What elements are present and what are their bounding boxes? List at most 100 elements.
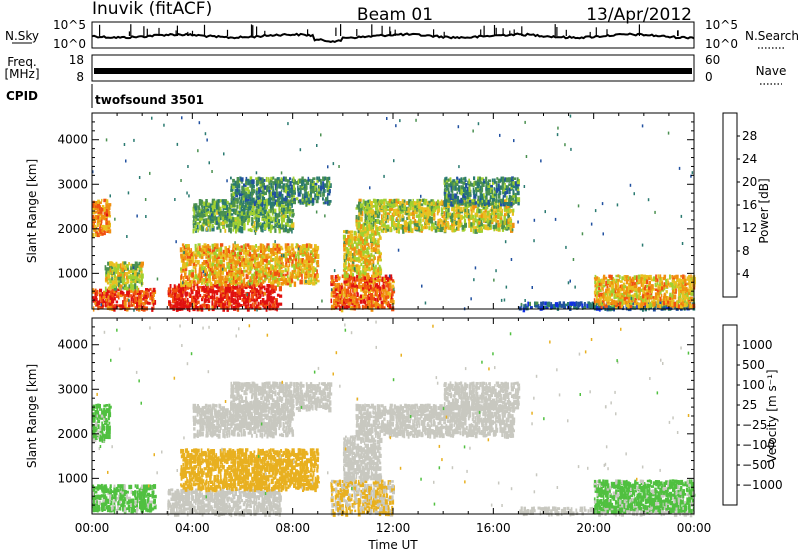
echo-cell xyxy=(276,281,279,287)
echo-cell xyxy=(198,264,202,267)
echo-cell xyxy=(504,177,507,181)
echo-cell xyxy=(650,278,654,282)
echo-cell xyxy=(242,272,245,277)
echo-cell xyxy=(222,292,226,296)
echo-cell xyxy=(618,300,622,306)
echo-cell xyxy=(594,274,597,278)
echo-cell xyxy=(478,228,482,233)
echo-cell xyxy=(437,202,441,206)
echo-cell xyxy=(482,210,485,215)
echo-cell xyxy=(241,255,245,260)
freq-tick-bottom: 8 xyxy=(76,70,84,84)
echo-cell xyxy=(377,238,380,244)
echo-cell xyxy=(274,221,278,224)
echo-cell xyxy=(381,287,384,292)
echo-cell xyxy=(644,288,648,292)
echo-cell xyxy=(217,199,221,203)
echo-cell xyxy=(219,294,223,300)
echo-cell xyxy=(485,195,488,200)
echo-cell xyxy=(259,254,263,258)
echo-cell xyxy=(361,279,365,282)
echo-cell xyxy=(399,216,401,222)
echo-cell xyxy=(230,187,234,192)
echo-cell xyxy=(234,244,237,248)
echo-cell xyxy=(351,298,354,304)
echo-cell xyxy=(446,193,449,199)
echo-cell xyxy=(203,278,207,282)
echo-cell xyxy=(453,203,455,209)
echo-cell xyxy=(270,306,274,311)
echo-cell xyxy=(276,182,279,189)
echo-cell xyxy=(136,296,139,301)
echo-cell xyxy=(119,268,123,271)
echo-cell xyxy=(505,198,508,203)
echo-cell xyxy=(201,252,205,257)
echo-cell xyxy=(281,220,283,225)
echo-cell xyxy=(299,279,303,285)
echo-cell xyxy=(472,204,476,208)
echo-cell xyxy=(205,294,209,298)
echo-cell xyxy=(483,178,485,184)
echo-cell xyxy=(447,197,451,203)
echo-cell xyxy=(250,285,253,290)
echo-cell xyxy=(134,266,137,271)
echo-cell xyxy=(494,200,497,206)
echo-cell xyxy=(376,214,380,219)
echo-cell xyxy=(192,215,196,218)
echo-cell xyxy=(103,290,106,295)
echo-cell xyxy=(316,250,318,254)
echo-cell xyxy=(506,185,509,189)
echo-cell xyxy=(482,205,486,209)
echo-cell xyxy=(97,304,100,307)
echo-cell xyxy=(132,301,135,307)
echo-cell xyxy=(199,265,202,269)
echo-cell xyxy=(178,298,181,302)
echo-cell xyxy=(257,270,261,273)
echo-cell xyxy=(379,278,382,282)
echo-cell xyxy=(211,269,215,274)
echo-cell xyxy=(507,206,510,211)
echo-cell xyxy=(575,301,578,307)
echo-cell xyxy=(303,244,307,249)
echo-cell xyxy=(480,212,484,218)
echo-cell xyxy=(240,245,243,249)
echo-cell xyxy=(314,267,317,272)
echo-cell xyxy=(255,208,259,214)
echo-cell xyxy=(334,294,337,298)
echo-cell xyxy=(290,201,293,206)
echo-cell xyxy=(134,282,137,288)
echo-cell xyxy=(308,270,312,273)
echo-cell xyxy=(182,281,184,285)
echo-cell xyxy=(366,277,370,282)
echo-cell xyxy=(281,207,283,213)
echo-cell xyxy=(443,218,446,223)
echo-cell xyxy=(113,265,117,272)
echo-cell xyxy=(391,199,394,203)
echo-cell xyxy=(359,240,363,245)
echo-cell xyxy=(499,133,501,137)
echo-cell xyxy=(362,268,365,274)
echo-cell xyxy=(243,244,246,249)
echo-cell xyxy=(257,284,261,288)
echo-cell xyxy=(259,250,263,253)
echo-cell xyxy=(247,197,250,202)
echo-cell xyxy=(545,306,549,310)
echo-cell xyxy=(614,286,618,291)
echo-cell xyxy=(149,287,152,291)
echo-cell xyxy=(364,296,367,299)
echo-cell xyxy=(596,290,600,296)
echo-cell xyxy=(244,218,247,222)
echo-cell xyxy=(282,278,286,284)
echo-cell xyxy=(282,204,286,208)
echo-cell xyxy=(453,220,457,227)
echo-cell xyxy=(254,257,257,263)
echo-cell xyxy=(261,285,266,289)
echo-cell xyxy=(232,243,235,249)
echo-cell xyxy=(652,296,655,299)
echo-cell xyxy=(430,200,434,206)
echo-cell xyxy=(416,202,419,208)
echo-cell xyxy=(209,218,213,224)
echo-cell xyxy=(502,195,506,198)
echo-cell xyxy=(235,228,238,234)
